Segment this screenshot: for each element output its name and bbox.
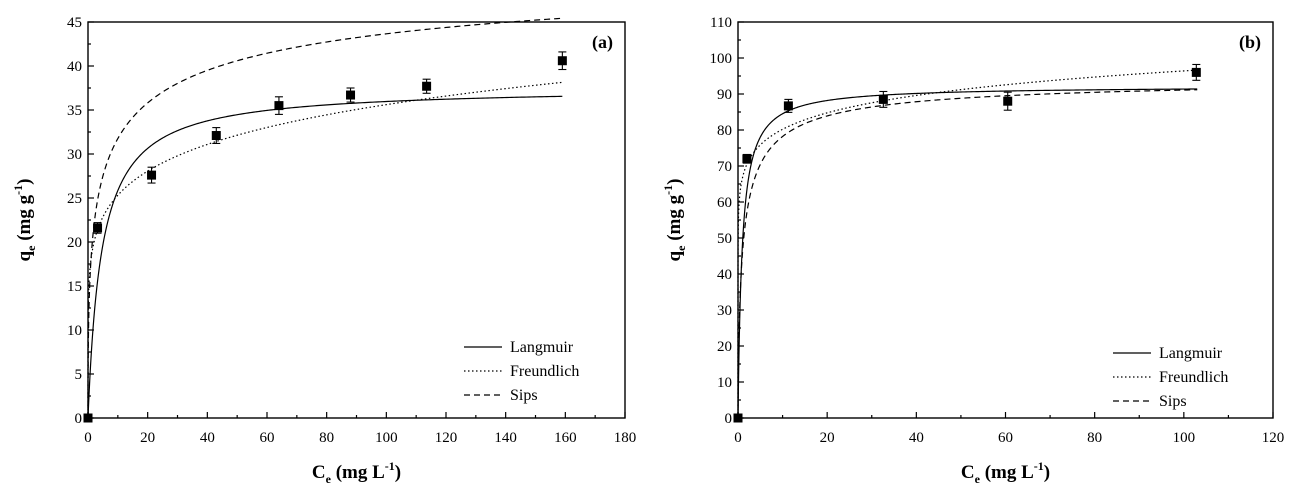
y-tick-label: 0 [725, 411, 733, 427]
y-tick-label: 10 [717, 375, 732, 391]
y-tick-label: 80 [717, 123, 732, 139]
x-tick-label: 40 [909, 430, 924, 446]
y-tick-label: 40 [67, 59, 82, 75]
data-point [83, 413, 93, 423]
x-axis-title: Ce (mg L-1) [961, 459, 1050, 486]
x-tick-label: 180 [614, 430, 637, 446]
data-point [211, 131, 221, 141]
series-line-langmuir [737, 88, 1198, 418]
data-point [742, 154, 752, 164]
data-point [93, 223, 103, 233]
x-tick-label: 40 [200, 430, 215, 446]
y-tick-label: 110 [710, 15, 732, 31]
y-tick-label: 10 [67, 323, 82, 339]
data-point [783, 101, 793, 111]
x-tick-label: 120 [1262, 430, 1285, 446]
legend-label: Sips [510, 387, 538, 404]
chart-panel-a: 0 20 40 60 80 100 120 140 160 180 0 5 10 15 20 25 30 35 40… [11, 15, 636, 486]
y-tick-label: 25 [67, 191, 82, 207]
legend-label: Sips [1159, 393, 1187, 410]
chart-panel-b: 0 20 40 60 80 100 120 0 10 20 30 40 50 60 70 80 90 100 110… [661, 15, 1284, 486]
x-tick-label: 20 [820, 430, 835, 446]
x-tick-label: 0 [734, 430, 742, 446]
x-tick-label: 60 [260, 430, 275, 446]
y-tick-label: 100 [710, 51, 733, 67]
data-point [346, 90, 356, 100]
y-tick-label: 35 [67, 103, 82, 119]
y-tick-label: 45 [67, 15, 82, 31]
legend-label: Freundlich [510, 363, 579, 380]
series-line-sips [87, 17, 563, 418]
panel-label: (a) [592, 32, 613, 53]
legend-label: Langmuir [1159, 345, 1223, 362]
data-point [147, 170, 157, 180]
y-tick-label: 0 [75, 411, 83, 427]
x-tick-label: 120 [435, 430, 458, 446]
series-line-sips [737, 89, 1198, 418]
x-axis-title: Ce (mg L-1) [312, 459, 401, 486]
y-tick-label: 60 [717, 195, 732, 211]
x-tick-label: 100 [1173, 430, 1196, 446]
y-tick-label: 5 [75, 367, 83, 383]
x-tick-label: 80 [1087, 430, 1102, 446]
data-point [733, 413, 743, 423]
y-axis-title: qe (mg g-1) [661, 179, 688, 262]
y-tick-label: 90 [717, 87, 732, 103]
x-tick-label: 100 [375, 430, 398, 446]
y-tick-label: 20 [67, 235, 82, 251]
y-tick-label: 15 [67, 279, 82, 295]
x-tick-label: 60 [998, 430, 1013, 446]
series-line-freundlich [87, 81, 563, 418]
y-tick-label: 40 [717, 267, 732, 283]
data-point [1003, 96, 1013, 106]
x-tick-label: 80 [319, 430, 334, 446]
plot-frame [87, 21, 626, 419]
x-tick-label: 140 [494, 430, 517, 446]
legend-label: Freundlich [1159, 369, 1228, 386]
data-point [557, 56, 567, 66]
series-line-freundlich [737, 69, 1198, 418]
y-tick-label: 20 [717, 339, 732, 355]
series-line-langmuir [87, 95, 563, 418]
y-tick-label: 50 [717, 231, 732, 247]
panel-label: (b) [1239, 32, 1261, 53]
data-point [422, 81, 432, 91]
data-point [274, 101, 284, 111]
data-point [1191, 67, 1201, 77]
data-point [878, 94, 888, 104]
y-axis-title: qe (mg g-1) [11, 179, 38, 262]
x-tick-label: 160 [554, 430, 577, 446]
y-tick-label: 30 [67, 147, 82, 163]
legend-label: Langmuir [510, 339, 574, 356]
y-tick-label: 30 [717, 303, 732, 319]
y-tick-label: 70 [717, 159, 732, 175]
x-tick-label: 0 [84, 430, 92, 446]
x-tick-label: 20 [140, 430, 155, 446]
